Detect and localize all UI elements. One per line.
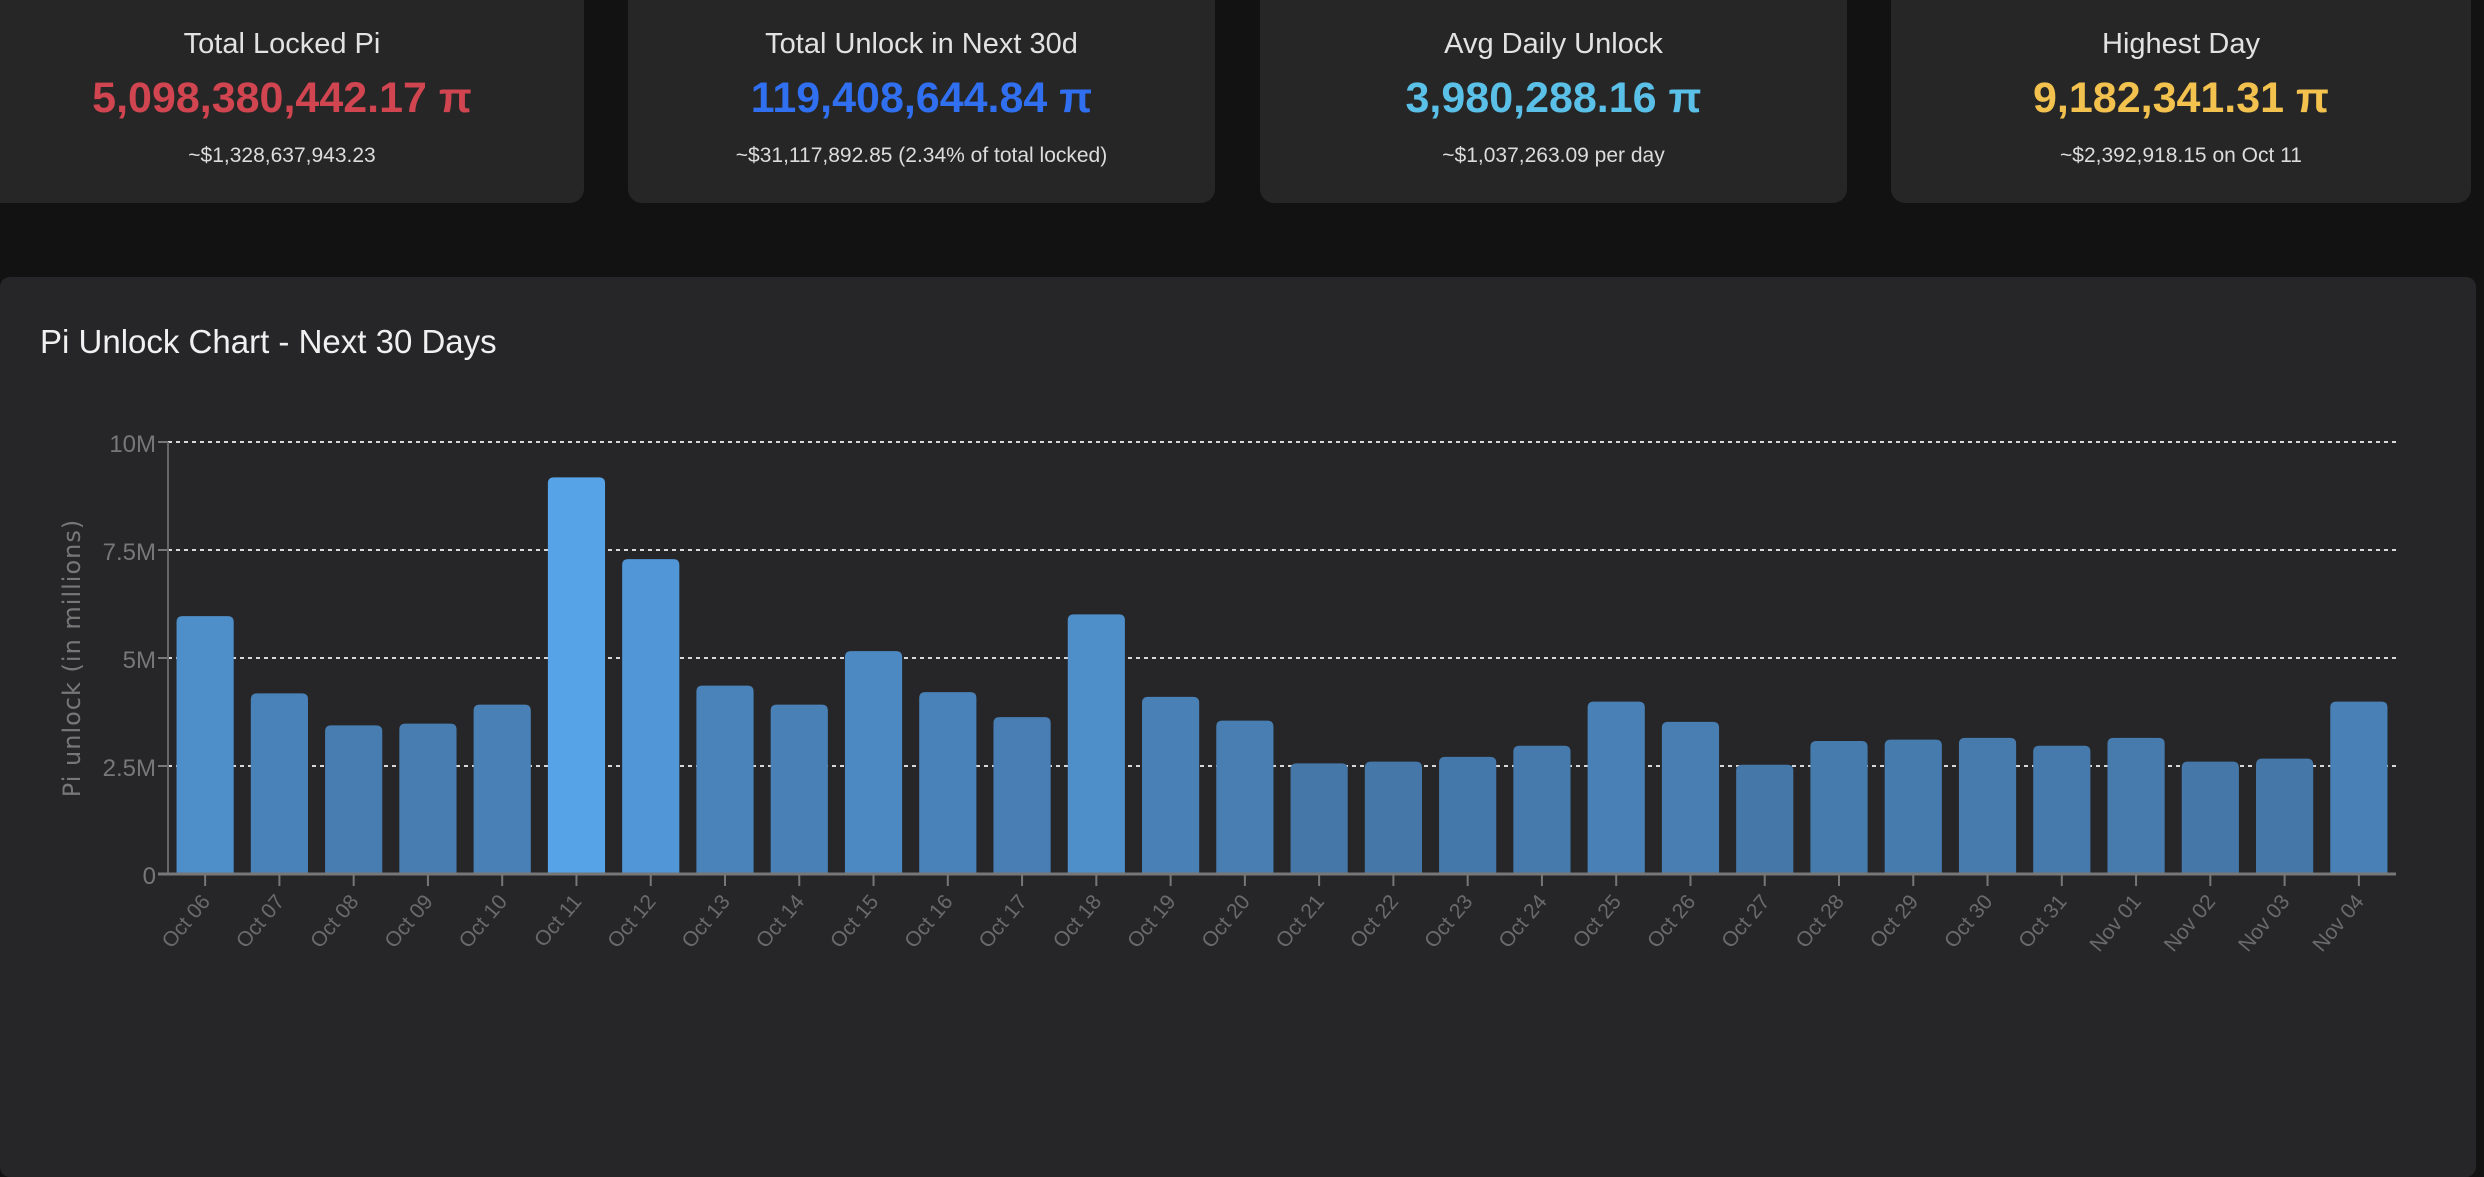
x-tick-label: Oct 08 <box>306 890 363 952</box>
stat-subtext: ~$31,117,892.85 (2.34% of total locked) <box>735 144 1108 167</box>
x-tick-label: Oct 24 <box>1494 890 1552 952</box>
x-tick-label: Oct 18 <box>1049 890 1106 952</box>
stat-value: 9,182,341.31 π <box>2033 74 2329 122</box>
x-tick-label: Oct 11 <box>530 890 586 951</box>
bar <box>993 717 1051 874</box>
bar <box>1290 763 1348 874</box>
stat-label: Total Unlock in Next 30d <box>765 28 1078 60</box>
y-axis-label: Pi unlock (in millions) <box>58 519 86 797</box>
chart-title: Pi Unlock Chart - Next 30 Days <box>40 323 497 360</box>
bar <box>1142 696 1200 874</box>
bar <box>473 704 531 874</box>
bar <box>622 559 680 874</box>
bar <box>2256 758 2314 874</box>
bar-chart: 0 2.5M 5M 7.5M 10M Pi unlock (in millions) Oct… <box>58 431 2396 956</box>
bar <box>399 723 457 874</box>
x-tick-label: Oct 13 <box>677 890 734 952</box>
bar <box>844 651 903 874</box>
x-tick-label: Oct 28 <box>1791 890 1848 952</box>
bar <box>919 692 977 874</box>
bar <box>2330 701 2388 874</box>
bar <box>2033 745 2091 874</box>
x-tick-label: Oct 26 <box>1643 890 1700 952</box>
x-tick-label: Oct 17 <box>975 890 1032 952</box>
bar <box>1067 614 1125 874</box>
stat-card-total-unlock-30d: Total Unlock in Next 30d 119,408,644.84 … <box>628 0 1215 203</box>
x-tick-label: Oct 31 <box>2014 890 2071 952</box>
x-tick-label: Oct 20 <box>1197 890 1254 952</box>
bar <box>2107 737 2165 874</box>
y-tick-label: 0 <box>143 863 156 890</box>
x-tick-label: Nov 02 <box>2160 890 2220 956</box>
bar <box>770 704 828 874</box>
bar <box>1810 740 1868 874</box>
x-tick-label: Oct 19 <box>1123 890 1180 952</box>
bar <box>696 685 754 874</box>
y-tick-label: 10M <box>109 431 156 458</box>
y-tick-label: 5M <box>123 647 156 674</box>
stat-subtext: ~$1,037,263.09 per day <box>1442 144 1665 167</box>
stat-card-total-locked: Total Locked Pi 5,098,380,442.17 π ~$1,3… <box>0 0 584 203</box>
y-tick-label: 2.5M <box>103 755 156 782</box>
x-tick-label: Oct 06 <box>158 890 215 952</box>
x-tick-label: Nov 01 <box>2086 890 2146 956</box>
x-tick-label: Oct 23 <box>1420 890 1477 952</box>
x-tick-label: Nov 04 <box>2308 890 2369 956</box>
bar <box>547 477 606 874</box>
stat-label: Total Locked Pi <box>183 28 381 60</box>
bar <box>1661 721 1720 874</box>
bar <box>1587 701 1645 874</box>
bar <box>1736 764 1794 874</box>
bar <box>1364 761 1422 874</box>
x-tick-label: Oct 25 <box>1569 890 1626 952</box>
x-tick-label: Oct 16 <box>900 890 957 952</box>
chart-panel: Pi Unlock Chart - Next 30 Days 0 2.5M 5M 7.… <box>0 277 2476 1177</box>
x-tick-label: Oct 21 <box>1272 890 1329 952</box>
x-tick-label: Oct 09 <box>380 890 437 952</box>
stat-value: 119,408,644.84 π <box>750 74 1093 122</box>
bar <box>1439 756 1497 874</box>
bar <box>2181 761 2239 874</box>
bar <box>176 616 234 874</box>
x-tick-label: Nov 03 <box>2234 890 2294 956</box>
stat-value: 5,098,380,442.17 π <box>92 74 472 122</box>
x-tick-label: Oct 15 <box>826 890 883 952</box>
x-tick-label: Oct 29 <box>1866 890 1923 952</box>
stat-value: 3,980,288.16 π <box>1405 74 1702 122</box>
x-tick-label: Oct 22 <box>1346 890 1403 952</box>
x-tick-label: Oct 30 <box>1940 890 1997 952</box>
stat-subtext: ~$1,328,637,943.23 <box>188 144 376 167</box>
bar <box>1513 745 1571 874</box>
x-tick-label: Oct 14 <box>752 890 810 952</box>
x-tick-label: Oct 27 <box>1717 890 1774 952</box>
bar <box>1216 720 1274 874</box>
bar <box>325 725 383 874</box>
stat-card-highest-day: Highest Day 9,182,341.31 π ~$2,392,918.1… <box>1891 0 2471 203</box>
stat-label: Highest Day <box>2102 28 2260 60</box>
x-tick-label: Oct 10 <box>455 890 512 952</box>
bar <box>1884 739 1942 874</box>
bar <box>250 693 308 874</box>
stat-card-avg-daily: Avg Daily Unlock 3,980,288.16 π ~$1,037,… <box>1260 0 1847 203</box>
x-tick-label: Oct 12 <box>603 890 660 952</box>
y-tick-label: 7.5M <box>103 539 156 566</box>
bar <box>1958 737 2017 874</box>
x-tick-label: Oct 07 <box>232 890 289 952</box>
stat-subtext: ~$2,392,918.15 on Oct 11 <box>2060 144 2302 167</box>
stat-label: Avg Daily Unlock <box>1444 28 1663 60</box>
